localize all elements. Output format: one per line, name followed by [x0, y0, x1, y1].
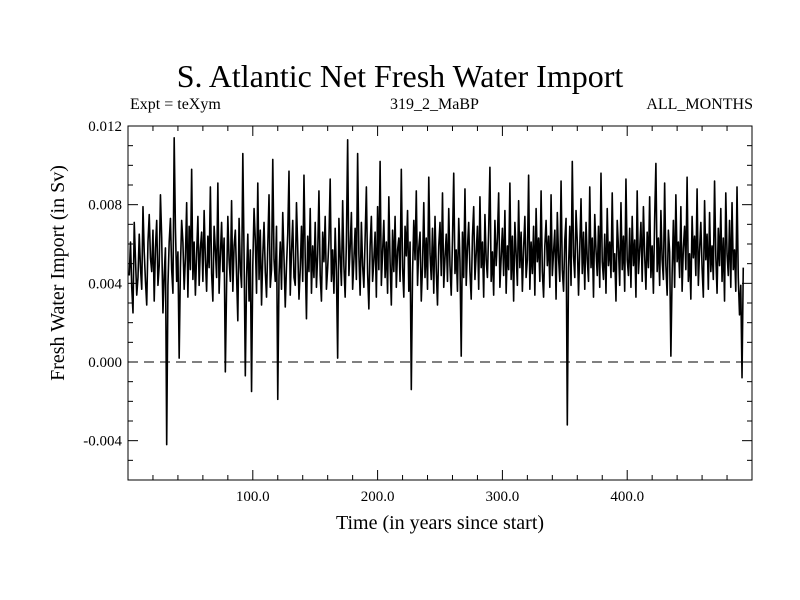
chart-title: S. Atlantic Net Fresh Water Import: [176, 58, 624, 94]
months-label: ALL_MONTHS: [646, 96, 753, 113]
x-axis-label: Time (in years since start): [335, 512, 545, 534]
series-line: [128, 137, 745, 446]
x-tick-label: 100.0: [236, 489, 270, 505]
x-tick-label: 300.0: [486, 489, 520, 505]
y-tick-label: 0.000: [88, 355, 122, 371]
run-label: 319_2_MaBP: [390, 96, 479, 113]
x-tick-label: 400.0: [610, 489, 644, 505]
y-tick-label: 0.004: [88, 276, 122, 292]
y-tick-label: 0.008: [88, 198, 122, 214]
y-tick-label: 0.012: [88, 119, 122, 135]
plot-frame: [127, 125, 753, 481]
experiment-label: Expt = teXym: [130, 96, 221, 113]
y-tick-label: -0.004: [83, 434, 122, 450]
x-tick-label: 200.0: [361, 489, 395, 505]
